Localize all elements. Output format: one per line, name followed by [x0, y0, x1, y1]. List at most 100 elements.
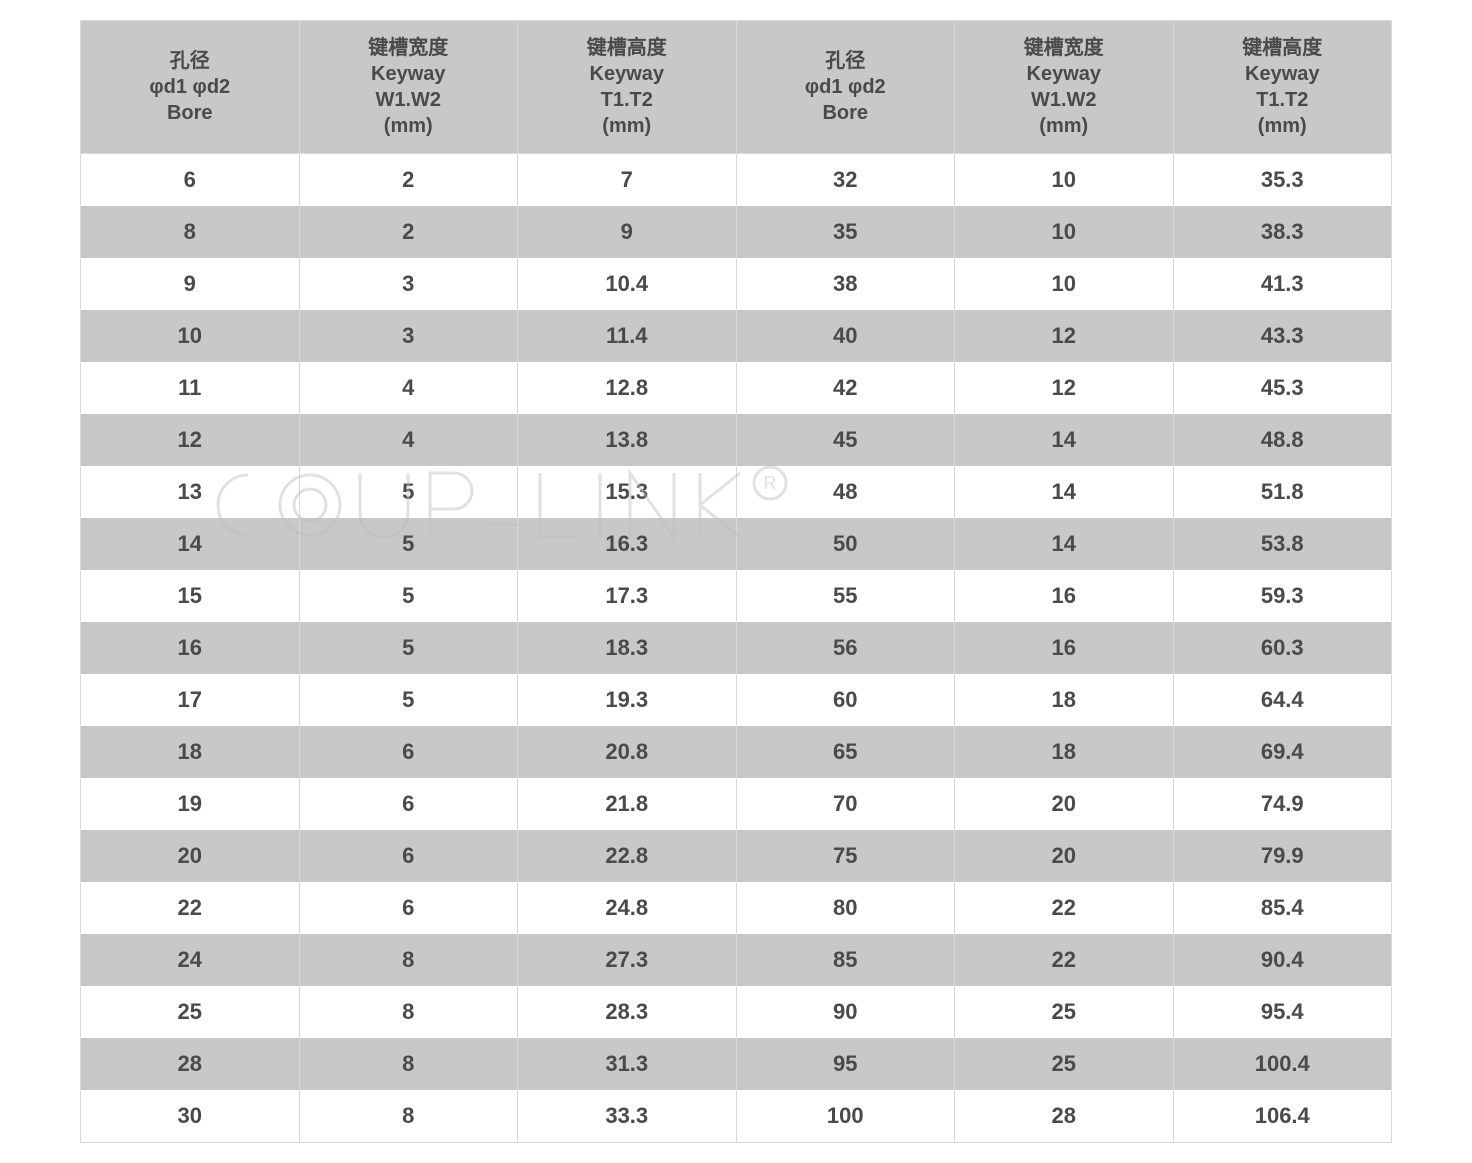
- table-cell: 28: [81, 1038, 300, 1090]
- table-row: 14516.3501453.8: [81, 518, 1392, 570]
- table-cell: 30: [81, 1090, 300, 1143]
- table-row: 10311.4401243.3: [81, 310, 1392, 362]
- table-cell: 69.4: [1173, 726, 1392, 778]
- table-cell: 5: [299, 674, 518, 726]
- table-row: 16518.3561660.3: [81, 622, 1392, 674]
- table-cell: 17.3: [518, 570, 737, 622]
- table-row: 15517.3551659.3: [81, 570, 1392, 622]
- table-cell: 16: [955, 622, 1174, 674]
- header-line: W1.W2: [961, 87, 1167, 113]
- table-cell: 41.3: [1173, 258, 1392, 310]
- table-cell: 55: [736, 570, 955, 622]
- table-cell: 60.3: [1173, 622, 1392, 674]
- header-line: T1.T2: [1180, 87, 1386, 113]
- table-cell: 6: [299, 778, 518, 830]
- header-line: Bore: [743, 100, 949, 126]
- table-cell: 12: [81, 414, 300, 466]
- table-cell: 85.4: [1173, 882, 1392, 934]
- column-header: 键槽高度KeywayT1.T2(mm): [518, 21, 737, 154]
- table-cell: 35.3: [1173, 154, 1392, 207]
- table-cell: 11.4: [518, 310, 737, 362]
- table-cell: 18.3: [518, 622, 737, 674]
- header-line: 键槽高度: [1180, 35, 1386, 61]
- table-cell: 14: [955, 518, 1174, 570]
- table-cell: 60: [736, 674, 955, 726]
- header-line: Bore: [87, 100, 293, 126]
- table-cell: 50: [736, 518, 955, 570]
- table-cell: 3: [299, 310, 518, 362]
- table-cell: 10: [955, 206, 1174, 258]
- table-cell: 64.4: [1173, 674, 1392, 726]
- table-row: 12413.8451448.8: [81, 414, 1392, 466]
- table-cell: 22: [955, 882, 1174, 934]
- header-line: 键槽宽度: [961, 35, 1167, 61]
- table-cell: 10: [955, 258, 1174, 310]
- table-cell: 8: [299, 1090, 518, 1143]
- table-row: 30833.310028106.4: [81, 1090, 1392, 1143]
- table-row: 11412.8421245.3: [81, 362, 1392, 414]
- header-line: 键槽宽度: [306, 35, 512, 61]
- header-line: φd1 φd2: [87, 74, 293, 100]
- table-cell: 75: [736, 830, 955, 882]
- table-cell: 80: [736, 882, 955, 934]
- table-cell: 8: [299, 934, 518, 986]
- table-cell: 19.3: [518, 674, 737, 726]
- table-cell: 5: [299, 466, 518, 518]
- table-cell: 38: [736, 258, 955, 310]
- table-cell: 100.4: [1173, 1038, 1392, 1090]
- header-line: 键槽高度: [524, 35, 730, 61]
- table-cell: 20: [81, 830, 300, 882]
- table-row: 829351038.3: [81, 206, 1392, 258]
- table-row: 20622.8752079.9: [81, 830, 1392, 882]
- table-cell: 85: [736, 934, 955, 986]
- table-cell: 7: [518, 154, 737, 207]
- table-cell: 51.8: [1173, 466, 1392, 518]
- table-cell: 95.4: [1173, 986, 1392, 1038]
- table-cell: 16: [955, 570, 1174, 622]
- table-cell: 2: [299, 154, 518, 207]
- keyway-spec-table: 孔径φd1 φd2Bore键槽宽度KeywayW1.W2(mm)键槽高度Keyw…: [80, 20, 1392, 1143]
- table-cell: 4: [299, 362, 518, 414]
- table-cell: 18: [955, 674, 1174, 726]
- table-cell: 14: [955, 414, 1174, 466]
- table-cell: 5: [299, 518, 518, 570]
- table-cell: 8: [299, 986, 518, 1038]
- table-cell: 106.4: [1173, 1090, 1392, 1143]
- table-cell: 5: [299, 570, 518, 622]
- header-line: 孔径: [87, 48, 293, 74]
- table-cell: 27.3: [518, 934, 737, 986]
- header-line: T1.T2: [524, 87, 730, 113]
- table-cell: 12: [955, 362, 1174, 414]
- table-cell: 14: [955, 466, 1174, 518]
- table-cell: 21.8: [518, 778, 737, 830]
- table-cell: 25: [955, 1038, 1174, 1090]
- table-cell: 20.8: [518, 726, 737, 778]
- table-cell: 3: [299, 258, 518, 310]
- header-line: (mm): [306, 113, 512, 139]
- table-cell: 59.3: [1173, 570, 1392, 622]
- table-cell: 13: [81, 466, 300, 518]
- table-cell: 9: [518, 206, 737, 258]
- table-cell: 24: [81, 934, 300, 986]
- table-cell: 16: [81, 622, 300, 674]
- table-row: 22624.8802285.4: [81, 882, 1392, 934]
- table-cell: 20: [955, 830, 1174, 882]
- table-cell: 10: [955, 154, 1174, 207]
- table-row: 19621.8702074.9: [81, 778, 1392, 830]
- table-cell: 43.3: [1173, 310, 1392, 362]
- table-cell: 74.9: [1173, 778, 1392, 830]
- table-cell: 53.8: [1173, 518, 1392, 570]
- table-cell: 28.3: [518, 986, 737, 1038]
- table-row: 17519.3601864.4: [81, 674, 1392, 726]
- table-cell: 90: [736, 986, 955, 1038]
- table-cell: 17: [81, 674, 300, 726]
- column-header: 键槽宽度KeywayW1.W2(mm): [955, 21, 1174, 154]
- header-line: Keyway: [961, 61, 1167, 87]
- header-line: (mm): [524, 113, 730, 139]
- column-header: 键槽宽度KeywayW1.W2(mm): [299, 21, 518, 154]
- column-header: 孔径φd1 φd2Bore: [736, 21, 955, 154]
- table-cell: 28: [955, 1090, 1174, 1143]
- table-header: 孔径φd1 φd2Bore键槽宽度KeywayW1.W2(mm)键槽高度Keyw…: [81, 21, 1392, 154]
- table-cell: 18: [81, 726, 300, 778]
- table-cell: 18: [955, 726, 1174, 778]
